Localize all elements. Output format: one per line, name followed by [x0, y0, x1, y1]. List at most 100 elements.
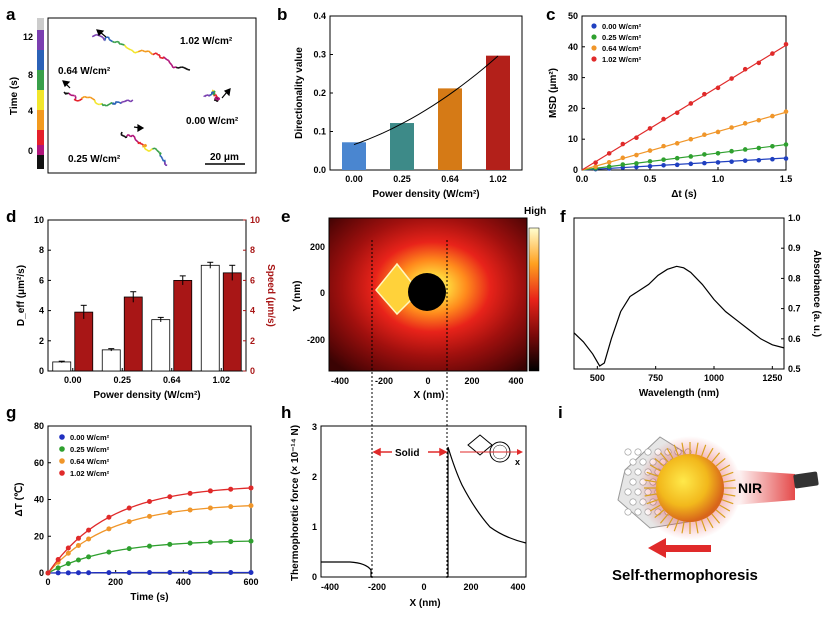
force-curve-right [447, 446, 527, 577]
trajectory-segment [172, 66, 177, 69]
panel-a-label: a [6, 5, 16, 24]
ligand-spike [701, 519, 707, 532]
caption: Self-thermophoresis [612, 567, 758, 584]
ligand-spike [715, 457, 726, 467]
y-axis-label: ΔT (℃) [14, 483, 25, 517]
data-point [634, 152, 639, 158]
ligand-spike [723, 493, 736, 497]
data-point [702, 160, 707, 166]
panel-i: i NIR Self-thermophoresis [558, 403, 819, 584]
data-point [674, 162, 680, 168]
lattice-dot [624, 508, 632, 516]
data-point [661, 143, 666, 149]
y2-tick-label: 0 [250, 366, 255, 376]
x-tick-label: 0.00 [64, 375, 82, 385]
h-xtick: 400 [510, 582, 525, 592]
trajectory-segment [84, 95, 88, 99]
trajectory-segment [152, 147, 156, 150]
legend-marker [59, 446, 65, 452]
trajectory-segment [169, 62, 173, 66]
data-point [228, 539, 234, 545]
data-point [756, 145, 762, 151]
data-point [783, 156, 789, 161]
ligand-spike [654, 509, 665, 519]
data-point [729, 148, 734, 154]
data-point [207, 539, 213, 545]
y-tick-label: 2 [39, 336, 44, 346]
e-ylabel: Y (nm) [292, 281, 303, 312]
data-point [248, 485, 254, 491]
data-point [228, 569, 234, 575]
data-point [228, 486, 234, 492]
panel-h-label: h [281, 403, 291, 422]
trajectory-segment [149, 52, 154, 56]
ligand-spike [719, 464, 731, 472]
trajectory-segment [134, 50, 139, 54]
bar-0.64 [438, 88, 462, 170]
trajectory-segment [74, 99, 78, 102]
x-tick-label: 750 [648, 373, 663, 383]
x-axis-label: Power density (W/cm²) [93, 390, 200, 401]
solid-label: Solid [395, 448, 419, 459]
laser-source [793, 471, 819, 489]
h-frame [320, 425, 527, 578]
data-point [620, 141, 626, 147]
data-point [702, 152, 707, 157]
panel-d: d 0.00 0.25 0.64 1.02 0 2 4 6 8 10 Power density (… [6, 207, 276, 401]
e-xtick: 200 [464, 376, 479, 386]
trajectory-segment [152, 52, 157, 56]
trajectory-segment [156, 149, 160, 154]
e-xlabel: X (nm) [413, 390, 444, 401]
inset-x-label: x [515, 457, 520, 467]
x-tick-label: 600 [243, 577, 258, 587]
panel-b-label: b [277, 5, 287, 24]
y-tick-label: 0 [39, 366, 44, 376]
y-tick-label: 6 [39, 275, 44, 285]
ligand-spike [644, 479, 657, 483]
trajectory-segment [142, 145, 144, 148]
h-xlabel: X (nm) [409, 598, 440, 609]
trajectory-segment [146, 149, 150, 152]
Speed-bar [74, 311, 94, 372]
y-axis-label: MSD (μm²) [548, 68, 559, 118]
trajectory-segment [155, 52, 159, 56]
data-point [770, 51, 775, 56]
h-xtick: -200 [368, 582, 386, 592]
data-point [688, 101, 694, 106]
trajectory-segment [92, 98, 96, 101]
trajectory-segment [107, 36, 111, 40]
trajectory-segment [123, 99, 129, 103]
legend-marker [591, 34, 597, 40]
data-point [187, 540, 193, 546]
trajectory-segment [127, 133, 132, 138]
trajectory-segment [213, 90, 216, 94]
legend-label: 0.25 W/cm² [602, 33, 642, 42]
ligand-spike [723, 479, 736, 483]
trajectory-segment [68, 92, 72, 96]
ligand-spike [715, 509, 726, 519]
panel-h: h Solid x Thermophoretic force (× 10⁻¹⁴ … [281, 403, 527, 609]
x-tick-label: 0.64 [163, 375, 181, 385]
ligand-spike [644, 493, 657, 497]
inset-schematic [460, 434, 523, 463]
data-point [167, 494, 173, 500]
panel-e: e High Y (nm) X (nm) -400 -200 0 200 400… [281, 206, 546, 580]
e-yticks: 200 0 -200 [307, 242, 325, 345]
data-point [606, 151, 612, 156]
data-point [147, 570, 152, 576]
ligand-spike [673, 519, 679, 532]
trajectory-segment [114, 40, 118, 44]
fit-line [581, 111, 787, 171]
h-xtick: 0 [421, 582, 426, 592]
trajectory-segment [183, 66, 189, 71]
label-0.00: 0.00 W/cm² [186, 116, 239, 127]
data-point [688, 161, 694, 167]
trajectory-segment [209, 93, 213, 97]
data-point [167, 570, 173, 576]
D_eff-bar [101, 349, 121, 372]
legend-label: 1.02 W/cm² [70, 469, 110, 478]
bar-1.02 [486, 55, 510, 170]
data-point [167, 510, 173, 516]
legend-label: 0.00 W/cm² [602, 22, 642, 31]
ligand-spike [721, 471, 734, 477]
